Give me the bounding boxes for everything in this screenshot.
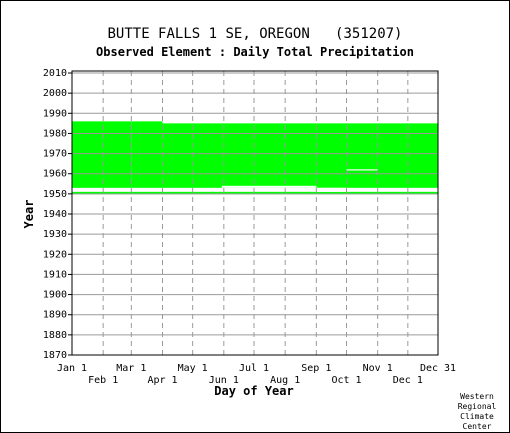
gridlines <box>72 71 438 356</box>
y-tick-label-1950: 1950 <box>43 189 67 200</box>
x-tick-label-aug-1: Aug 1 <box>270 375 300 386</box>
x-tick-label-feb-1: Feb 1 <box>88 375 118 386</box>
data-block-0 <box>72 121 132 188</box>
y-tick-label-1990: 1990 <box>43 108 67 119</box>
data-block-1 <box>131 121 163 188</box>
x-tick-label-sep-1: Sep 1 <box>301 363 331 374</box>
y-tick-label-1880: 1880 <box>43 330 67 341</box>
y-tick-label-2000: 2000 <box>43 88 67 99</box>
y-tick-label-1970: 1970 <box>43 149 67 160</box>
y-tick-label-1940: 1940 <box>43 209 67 220</box>
y-axis-label: Year <box>22 200 36 229</box>
y-tick-label-1900: 1900 <box>43 290 67 301</box>
y-tick-label-1870: 1870 <box>43 350 67 361</box>
x-tick-label-oct-1: Oct 1 <box>331 375 361 386</box>
credit-line-1: Western <box>460 392 494 401</box>
x-tick-label-may-1: May 1 <box>178 363 208 374</box>
data-blocks <box>72 121 438 195</box>
credit-block: Western Regional Climate Center <box>458 392 497 431</box>
y-tick-label-1960: 1960 <box>43 169 67 180</box>
x-tick-labels: Jan 1 Mar 1 May 1 Jul 1 Sep 1 Nov 1 Dec 31 Feb … <box>57 363 456 386</box>
y-tick-labels: 1870 1880 1890 1900 1910 1920 1930 1940 1950 1960… <box>43 68 72 361</box>
plot-border <box>71 70 439 356</box>
data-block-2 <box>162 123 438 188</box>
x-tick-label-mar-1: Mar 1 <box>116 363 146 374</box>
chart-subtitle: Observed Element : Daily Total Precipita… <box>96 45 414 59</box>
y-tick-label-1930: 1930 <box>43 229 67 240</box>
data-gap-2 <box>346 169 378 171</box>
data-gap-0 <box>221 185 317 188</box>
credit-line-2: Regional <box>458 402 497 411</box>
y-tick-label-1980: 1980 <box>43 128 67 139</box>
x-axis-label: Day of Year <box>214 384 293 398</box>
credit-line-4: Center <box>463 422 492 431</box>
y-tick-label-1910: 1910 <box>43 269 67 280</box>
x-tick-label-dec-31: Dec 31 <box>420 363 456 374</box>
data-block-3 <box>72 191 438 195</box>
x-tick-label-jan-1: Jan 1 <box>57 363 87 374</box>
chart-title: BUTTE FALLS 1 SE, OREGON (351207) <box>107 26 402 42</box>
y-tick-label-1890: 1890 <box>43 310 67 321</box>
x-tick-label-apr-1: Apr 1 <box>147 375 177 386</box>
data-gap-1 <box>316 187 347 192</box>
x-tick-label-jun-1: Jun 1 <box>209 375 239 386</box>
x-tick-label-nov-1: Nov 1 <box>363 363 393 374</box>
x-tick-label-jul-1: Jul 1 <box>239 363 269 374</box>
x-tick-label-dec-1: Dec 1 <box>393 375 423 386</box>
credit-line-3: Climate <box>460 412 494 421</box>
y-tick-label-2010: 2010 <box>43 68 67 79</box>
y-tick-label-1920: 1920 <box>43 249 67 260</box>
